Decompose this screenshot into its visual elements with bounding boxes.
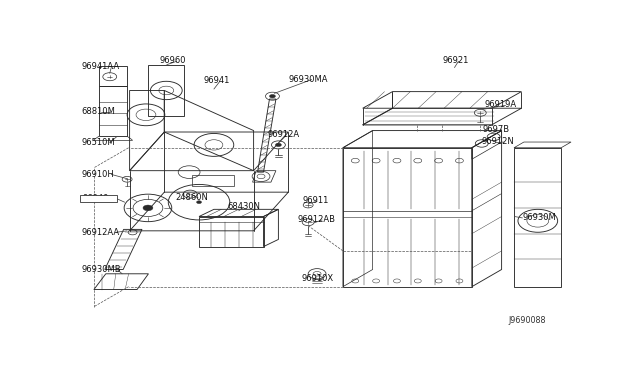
Text: 96910H: 96910H — [81, 170, 114, 179]
Circle shape — [196, 201, 202, 203]
Text: 68810M: 68810M — [81, 108, 115, 116]
Circle shape — [143, 205, 153, 211]
Text: J9690088: J9690088 — [509, 316, 547, 325]
Text: 96941: 96941 — [204, 76, 230, 85]
Circle shape — [275, 143, 282, 147]
Text: 96510M: 96510M — [81, 138, 115, 147]
Text: 96940: 96940 — [83, 194, 109, 203]
Text: 9697B: 9697B — [483, 125, 510, 134]
Text: 96912AB: 96912AB — [297, 215, 335, 224]
Text: 96912AA: 96912AA — [81, 228, 120, 237]
FancyBboxPatch shape — [81, 195, 117, 202]
Text: 96919A: 96919A — [484, 100, 516, 109]
Text: 96930MA: 96930MA — [288, 74, 328, 83]
Text: 96960: 96960 — [159, 56, 186, 65]
Text: 68430N: 68430N — [228, 202, 261, 211]
Circle shape — [269, 94, 275, 98]
Text: 96930MB: 96930MB — [81, 265, 121, 274]
Text: 96921: 96921 — [442, 56, 468, 65]
Text: 96941AA: 96941AA — [81, 62, 120, 71]
Text: 24860N: 24860N — [175, 193, 208, 202]
Text: 96912N: 96912N — [482, 137, 515, 146]
Text: 96910X: 96910X — [301, 273, 334, 283]
Text: 96911: 96911 — [302, 196, 328, 205]
Text: 96930M: 96930M — [523, 214, 557, 222]
Text: 96912A: 96912A — [268, 130, 300, 140]
